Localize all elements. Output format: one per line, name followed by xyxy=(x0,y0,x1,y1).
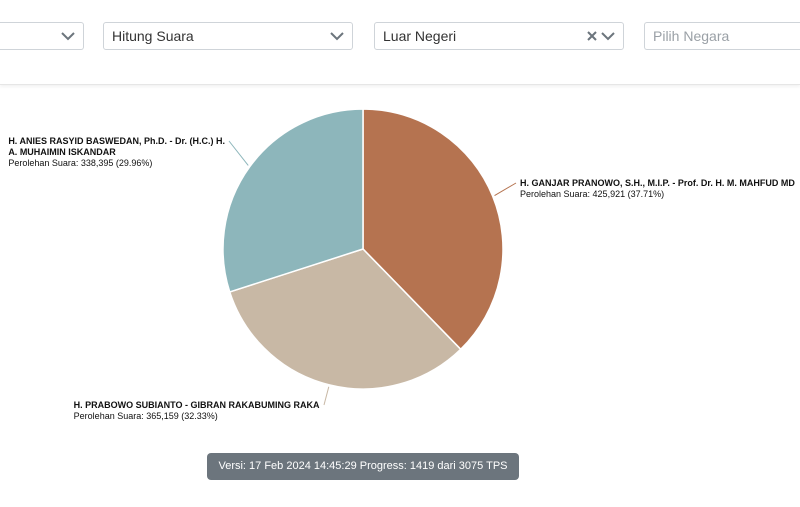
version-badge: Versi: 17 Feb 2024 14:45:29 Progress: 14… xyxy=(207,453,519,499)
count-type-select[interactable]: Hitung Suara xyxy=(103,22,353,50)
vote-pie-chart: H. GANJAR PRANOWO, S.H., M.I.P. - Prof. … xyxy=(8,108,795,421)
slice-label-0: H. GANJAR PRANOWO, S.H., M.I.P. - Prof. … xyxy=(520,178,795,199)
chevron-down-icon xyxy=(601,32,615,41)
country-select[interactable]: Pilih Negara xyxy=(644,22,800,50)
label-connector-2 xyxy=(228,140,249,166)
filter-bar: Hitung Suara Luar Negeri Pilih Negara xyxy=(0,0,800,85)
pie-slice-2[interactable] xyxy=(222,108,364,293)
slice-value-text: Perolehan Suara: 365,159 (32.33%) xyxy=(74,411,218,421)
area-select[interactable]: Luar Negeri xyxy=(374,22,624,50)
count-type-value: Hitung Suara xyxy=(112,28,194,44)
slice-value-text: Perolehan Suara: 425,921 (37.71%) xyxy=(520,189,664,199)
slice-name-line: H. ANIES RASYID BASWEDAN, Ph.D. - Dr. (H… xyxy=(8,136,225,146)
pie-slice-0[interactable] xyxy=(362,108,504,351)
slice-name-line: H. PRABOWO SUBIANTO - GIBRAN RAKABUMING … xyxy=(74,400,320,410)
label-connector-0 xyxy=(494,182,517,196)
area-value: Luar Negeri xyxy=(383,28,457,44)
chevron-down-icon xyxy=(61,32,75,41)
chevron-down-icon xyxy=(330,32,344,41)
clear-icon[interactable] xyxy=(587,31,597,41)
label-connector-1 xyxy=(323,386,330,406)
country-placeholder: Pilih Negara xyxy=(653,28,730,44)
slice-name-line: H. GANJAR PRANOWO, S.H., M.I.P. - Prof. … xyxy=(520,178,795,188)
slice-name-line: A. MUHAIMIN ISKANDAR xyxy=(8,147,116,157)
slice-value-text: Perolehan Suara: 338,395 (29.96%) xyxy=(8,158,152,168)
slice-label-2: H. ANIES RASYID BASWEDAN, Ph.D. - Dr. (H… xyxy=(8,136,225,168)
region-select[interactable] xyxy=(0,22,84,50)
slice-label-1: H. PRABOWO SUBIANTO - GIBRAN RAKABUMING … xyxy=(74,400,320,421)
pie-slice-1[interactable] xyxy=(228,248,462,390)
